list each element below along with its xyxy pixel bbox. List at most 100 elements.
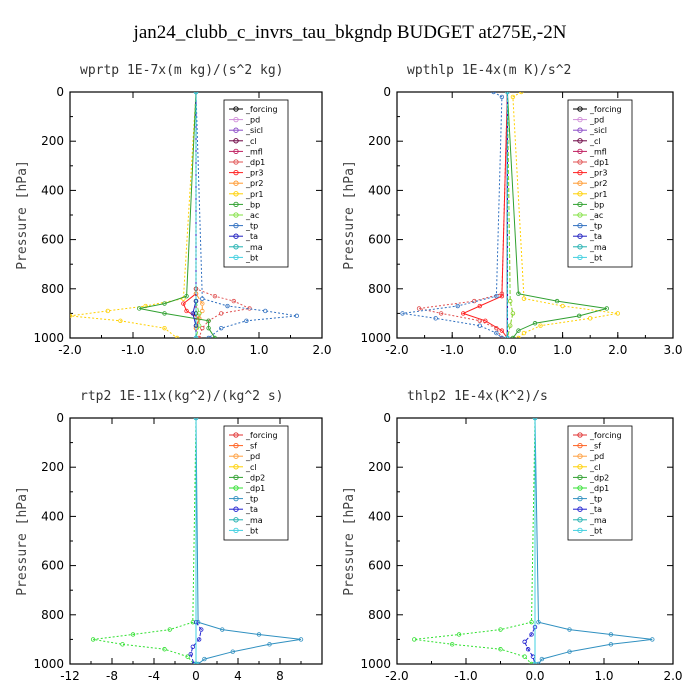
legend-label: _pr1: [245, 190, 263, 199]
series-line-bp: [139, 92, 216, 338]
series-point: [218, 311, 224, 316]
legend-label: _pd: [245, 116, 260, 125]
series-line-ac: [506, 92, 514, 338]
legend-marker: [233, 191, 239, 197]
legend-marker: [233, 432, 239, 438]
series-point: [456, 632, 462, 637]
y-tick-label: 1000: [360, 657, 391, 671]
series-point: [567, 649, 572, 654]
legend-marker: [577, 485, 583, 491]
series-point: [536, 661, 541, 664]
legend-label: _ta: [589, 505, 602, 514]
series-point: [90, 637, 96, 642]
legend-label: _bt: [245, 253, 258, 262]
series-point: [105, 308, 110, 314]
series-point: [519, 92, 524, 95]
series-point: [494, 330, 499, 336]
series-point: [70, 313, 73, 319]
legend-marker: [233, 254, 239, 261]
series-point: [143, 303, 148, 309]
series-point: [505, 335, 510, 338]
series-point: [244, 318, 249, 323]
series-line-bp: [506, 92, 607, 338]
legend-label: _pd: [589, 116, 604, 125]
series-point: [218, 325, 224, 331]
series-point: [193, 335, 199, 338]
series-group: [90, 418, 304, 664]
legend-marker: [233, 127, 239, 133]
legend-marker: [577, 254, 583, 261]
series-point: [516, 335, 521, 338]
legend-marker: [233, 180, 239, 186]
panel-3: rtp2 1E-11x(kg^2)/(kg^2 s) Pressure [hPa]…: [15, 389, 323, 683]
legend-label: _pr2: [589, 179, 607, 188]
legend-marker: [233, 453, 239, 459]
series-point: [206, 335, 211, 338]
x-tick-label: -2.0: [58, 343, 81, 357]
series-point: [191, 661, 197, 664]
y-tick-label: 400: [368, 183, 391, 197]
legend-label: _sicl: [245, 126, 263, 135]
y-tick-label: 400: [41, 509, 64, 523]
legend-label: _dp1: [245, 484, 265, 493]
y-tick-label: 600: [41, 559, 64, 573]
series-point: [185, 654, 190, 659]
series-line-pr1: [512, 92, 618, 338]
legend-label: _cl: [589, 137, 601, 146]
legend-label: _ta: [245, 505, 258, 514]
x-tick-label: 8: [276, 669, 284, 683]
y-tick-label: 800: [368, 282, 391, 296]
legend-marker: [577, 442, 583, 449]
series-point: [532, 418, 538, 421]
legend-box: [223, 425, 289, 541]
series-point: [196, 323, 202, 328]
y-tick-label: 600: [368, 559, 391, 573]
legend-label: _forcing: [245, 431, 278, 440]
series-point: [433, 316, 438, 321]
legend-marker: [577, 169, 583, 176]
x-tick-label: -2.0: [385, 343, 408, 357]
series-point: [604, 306, 609, 311]
series-line-pr1: [70, 92, 197, 338]
x-tick-label: -1.0: [121, 343, 144, 357]
legend-marker: [577, 474, 583, 481]
y-axis-label: Pressure [hPa]: [15, 486, 30, 596]
series-point: [118, 318, 123, 323]
series-point: [193, 661, 199, 664]
series-point: [220, 627, 225, 632]
legend-label: _pr1: [589, 190, 607, 199]
series-point: [576, 313, 582, 319]
x-tick-label: 2.0: [312, 343, 331, 357]
y-tick-label: 1000: [360, 331, 391, 345]
panel-2: wpthlp 1E-4x(m K)/s^2 Pressure [hPa] -2.0 -…: [342, 63, 683, 357]
legend-marker: [577, 138, 583, 144]
x-tick-label: -8: [106, 669, 118, 683]
series-point: [137, 306, 142, 311]
legend-label: _cl: [245, 463, 257, 472]
series-group: [412, 418, 655, 664]
series-point: [412, 637, 417, 642]
series-point: [438, 311, 444, 316]
legend-marker: [233, 148, 239, 155]
legend-label: _bp: [589, 200, 604, 209]
legend-label: _tp: [245, 222, 258, 231]
y-tick-label: 0: [56, 411, 64, 425]
legend-label: _cl: [245, 137, 257, 146]
panel-title: thlp2 1E-4x(K^2)/s: [407, 389, 548, 404]
legend-box: [567, 99, 633, 268]
x-tick-label: 1.0: [249, 343, 268, 357]
series-point: [130, 632, 136, 637]
x-tick-label: 0.0: [498, 343, 517, 357]
series-point: [174, 335, 180, 338]
legend-marker: [577, 244, 583, 250]
series-point: [190, 644, 196, 649]
series-point: [536, 619, 541, 625]
legend-marker: [577, 517, 583, 523]
legend-marker: [233, 169, 239, 176]
x-tick-label: -4: [148, 669, 160, 683]
panel-4: thlp2 1E-4x(K^2)/s Pressure [hPa] -2.0 -1.0…: [342, 389, 683, 683]
series-point: [190, 619, 196, 625]
series-point: [190, 311, 196, 316]
legend-label: _tp: [245, 495, 258, 504]
series-point: [505, 92, 510, 95]
